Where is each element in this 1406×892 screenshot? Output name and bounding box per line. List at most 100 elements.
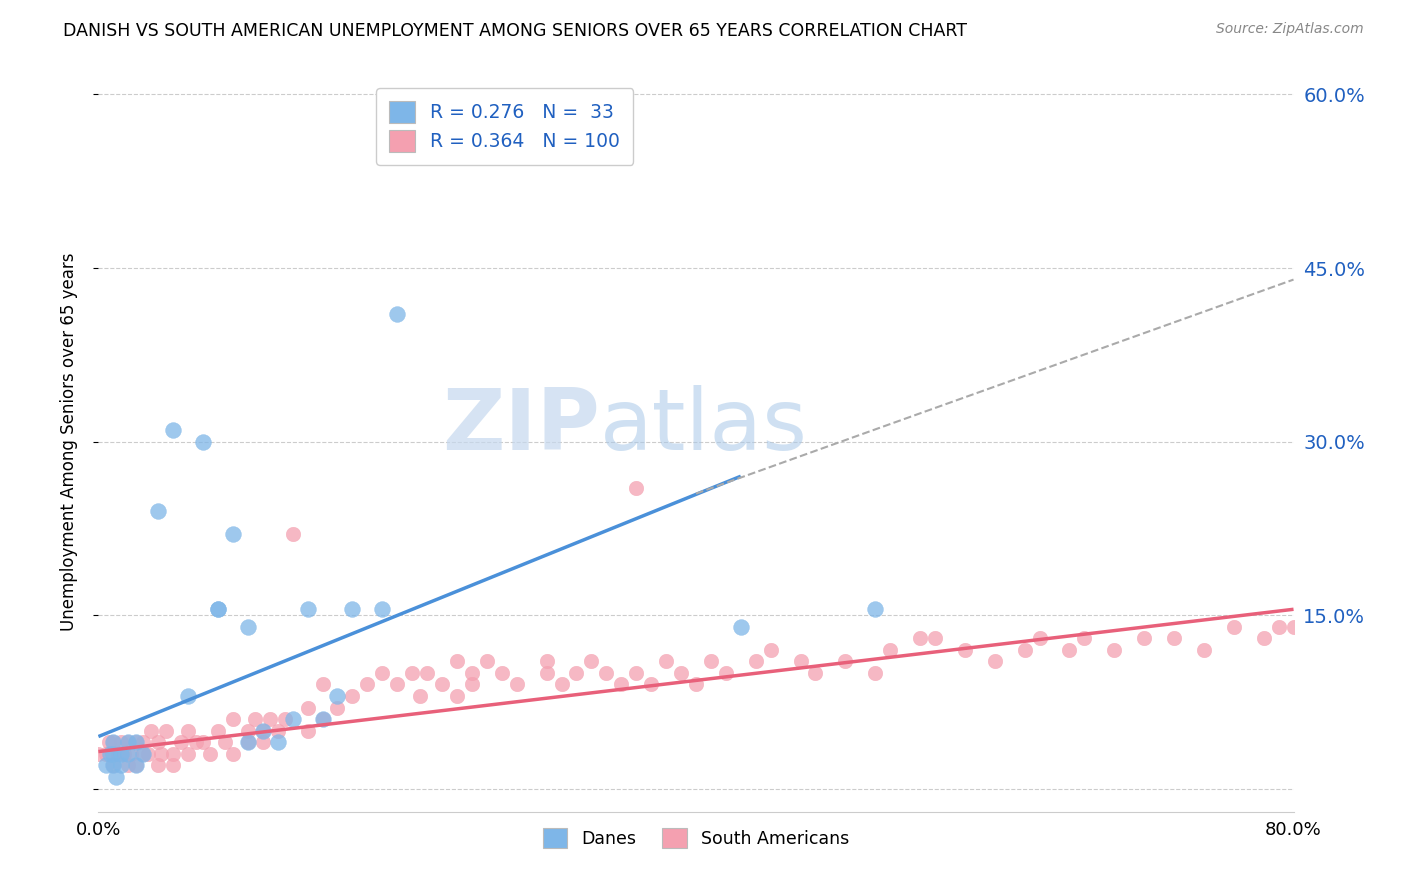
Point — [132, 747, 155, 761]
Point — [408, 689, 430, 703]
Point — [267, 723, 290, 738]
Point — [110, 735, 132, 749]
Point — [984, 654, 1007, 668]
Point — [252, 723, 274, 738]
Point — [626, 665, 648, 680]
Point — [640, 677, 662, 691]
Point — [685, 677, 707, 691]
Point — [125, 758, 148, 772]
Point — [252, 735, 274, 749]
Point — [581, 654, 603, 668]
Point — [103, 758, 125, 772]
Point — [191, 735, 214, 749]
Point — [789, 654, 811, 668]
Point — [125, 735, 148, 749]
Point — [536, 665, 558, 680]
Point — [1133, 631, 1156, 645]
Point — [148, 504, 170, 518]
Point — [191, 434, 214, 449]
Point — [259, 712, 281, 726]
Point — [1028, 631, 1050, 645]
Point — [222, 712, 245, 726]
Point — [446, 689, 468, 703]
Text: DANISH VS SOUTH AMERICAN UNEMPLOYMENT AMONG SENIORS OVER 65 YEARS CORRELATION CH: DANISH VS SOUTH AMERICAN UNEMPLOYMENT AM… — [63, 22, 967, 40]
Point — [1253, 631, 1275, 645]
Point — [506, 677, 529, 691]
Point — [274, 712, 297, 726]
Point — [112, 747, 135, 761]
Point — [491, 665, 513, 680]
Point — [87, 747, 110, 761]
Point — [132, 747, 155, 761]
Point — [953, 642, 976, 657]
Point — [125, 735, 148, 749]
Point — [311, 712, 333, 726]
Point — [550, 677, 572, 691]
Point — [700, 654, 723, 668]
Point — [834, 654, 856, 668]
Point — [1163, 631, 1185, 645]
Point — [236, 735, 259, 749]
Point — [162, 758, 184, 772]
Point — [342, 689, 364, 703]
Text: Source: ZipAtlas.com: Source: ZipAtlas.com — [1216, 22, 1364, 37]
Point — [245, 712, 267, 726]
Point — [222, 747, 245, 761]
Point — [865, 665, 887, 680]
Point — [139, 723, 162, 738]
Point — [804, 665, 827, 680]
Point — [297, 602, 319, 616]
Point — [311, 712, 333, 726]
Point — [1192, 642, 1215, 657]
Point — [1014, 642, 1036, 657]
Point — [148, 758, 170, 772]
Point — [595, 665, 617, 680]
Point — [120, 747, 142, 761]
Point — [105, 770, 128, 784]
Point — [177, 689, 200, 703]
Point — [1059, 642, 1081, 657]
Point — [1267, 619, 1289, 633]
Point — [626, 481, 648, 495]
Point — [103, 735, 125, 749]
Point — [745, 654, 768, 668]
Point — [267, 735, 290, 749]
Point — [475, 654, 498, 668]
Point — [132, 735, 155, 749]
Point — [162, 747, 184, 761]
Point — [371, 665, 394, 680]
Point — [297, 700, 319, 714]
Point — [565, 665, 588, 680]
Point — [326, 700, 349, 714]
Point — [1104, 642, 1126, 657]
Point — [236, 619, 259, 633]
Point — [125, 758, 148, 772]
Point — [385, 677, 409, 691]
Text: ZIP: ZIP — [443, 385, 600, 468]
Point — [117, 735, 139, 749]
Point — [865, 602, 887, 616]
Point — [461, 677, 484, 691]
Point — [103, 758, 125, 772]
Point — [610, 677, 633, 691]
Point — [169, 735, 191, 749]
Point — [252, 723, 274, 738]
Point — [446, 654, 468, 668]
Point — [97, 735, 120, 749]
Point — [148, 735, 170, 749]
Point — [714, 665, 737, 680]
Point — [655, 654, 678, 668]
Point — [236, 735, 259, 749]
Point — [107, 747, 129, 761]
Point — [117, 747, 139, 761]
Point — [879, 642, 901, 657]
Point — [117, 758, 139, 772]
Point — [98, 747, 122, 761]
Point — [207, 602, 229, 616]
Point — [222, 527, 245, 541]
Point — [177, 723, 200, 738]
Point — [401, 665, 423, 680]
Point — [177, 747, 200, 761]
Point — [117, 735, 139, 749]
Point — [385, 307, 409, 321]
